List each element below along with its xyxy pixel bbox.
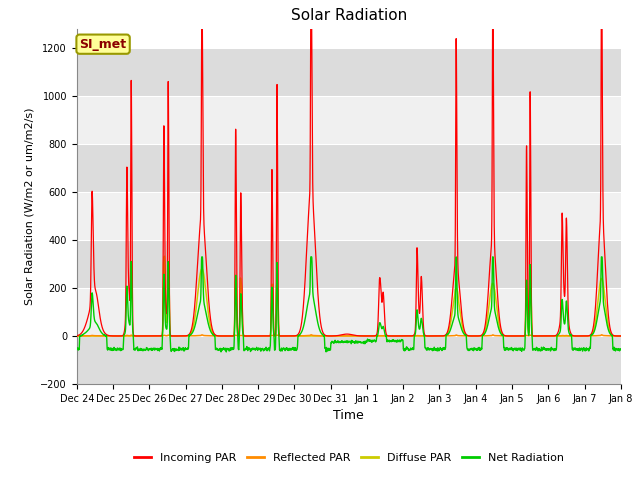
- Bar: [77, 144, 621, 192]
- Bar: [77, 336, 621, 384]
- Bar: [77, 288, 621, 336]
- Bar: [77, 96, 621, 144]
- Text: SI_met: SI_met: [79, 37, 127, 51]
- X-axis label: Time: Time: [333, 409, 364, 422]
- Legend: Incoming PAR, Reflected PAR, Diffuse PAR, Net Radiation: Incoming PAR, Reflected PAR, Diffuse PAR…: [129, 448, 568, 467]
- Y-axis label: Solar Radiation (W/m2 or um/m2/s): Solar Radiation (W/m2 or um/m2/s): [25, 108, 35, 305]
- Bar: [77, 48, 621, 96]
- Bar: [77, 192, 621, 240]
- Title: Solar Radiation: Solar Radiation: [291, 9, 407, 24]
- Bar: [77, 240, 621, 288]
